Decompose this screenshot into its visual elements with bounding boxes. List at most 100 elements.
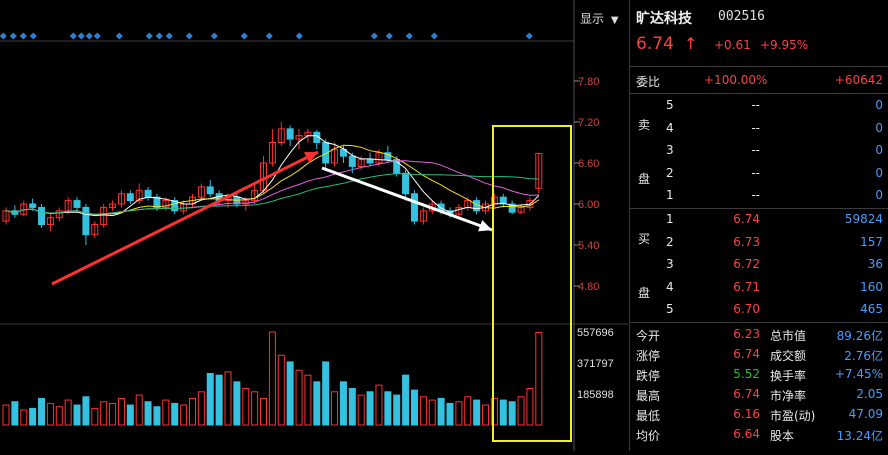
chevron-down-icon: ▼ [610, 15, 619, 26]
stat-label: 涨停 [636, 349, 661, 363]
volume-bar [286, 361, 294, 426]
candle-body [499, 196, 507, 205]
ma30-line [5, 173, 539, 215]
candle-body [153, 196, 161, 208]
volume-bar [268, 331, 276, 426]
stat-label: 均价 [636, 429, 661, 443]
candle-body [277, 128, 285, 143]
stat-value: 6.64 [733, 427, 760, 441]
candle-body [171, 200, 179, 212]
level-number: 4 [666, 279, 674, 294]
volume-bar [91, 407, 99, 426]
volume-bar [455, 401, 463, 426]
level-number: 1 [666, 212, 674, 226]
volume-bar [295, 369, 303, 426]
order-price: 6.71 [733, 279, 760, 294]
level-number: 5 [666, 302, 674, 316]
volume-bar [410, 389, 418, 426]
stats-row: 涨停 6.74 成交额 2.76亿 [630, 347, 888, 363]
order-book-row: 3 6.72 36 [630, 257, 888, 273]
event-marker-icon [85, 32, 93, 40]
stat-label: 最低 [636, 409, 661, 423]
volume-bar [313, 381, 321, 426]
volume-bar [384, 391, 392, 426]
display-menu-button[interactable]: 显示 ▼ [580, 10, 619, 27]
order-book-row: 1 -- 0 [630, 188, 888, 204]
stock-name: 旷达科技 [636, 11, 692, 27]
order-volume: 157 [860, 234, 883, 249]
volume-bar [508, 401, 516, 426]
candle-body [535, 152, 543, 189]
candle-body [117, 193, 125, 205]
kline-svg[interactable]: 7.80 7.20 6.60 6.00 5.40 4.80 557696 371797 1858… [0, 0, 628, 451]
candle-body [366, 159, 374, 164]
up-arrow-icon: ↑ [684, 34, 698, 53]
price-change-pct: +9.95% [760, 38, 809, 52]
volume-bar [535, 331, 543, 426]
volume-bar [277, 354, 285, 426]
order-price: -- [751, 120, 760, 135]
candle-body [197, 186, 205, 198]
volume-bar [197, 391, 205, 426]
kline-chart[interactable]: 7.80 7.20 6.60 6.00 5.40 4.80 557696 371797 1858… [0, 0, 628, 451]
level-number: 3 [666, 257, 674, 271]
volume-bar [526, 387, 534, 426]
stat-label: 今开 [636, 329, 661, 343]
candle-body [242, 200, 250, 205]
event-marker-icon [210, 32, 218, 40]
event-marker-icon [430, 32, 438, 40]
candle-body [348, 155, 356, 167]
order-ratio-row: 委比 +100.00% +60642 [630, 73, 888, 89]
volume-bar [38, 397, 46, 426]
volume-bar [304, 374, 312, 426]
last-price: 6.74 [636, 34, 674, 54]
divider [630, 93, 888, 94]
candle-body [206, 186, 214, 195]
stat-label: 跌停 [636, 369, 661, 383]
order-price: -- [751, 98, 760, 112]
candle-body [295, 135, 303, 140]
candle-body [410, 193, 418, 222]
stat-label: 市盈(动) [770, 409, 816, 423]
event-marker-icon [370, 32, 378, 40]
volume-bar [82, 396, 90, 426]
stat-value: 6.23 [733, 327, 760, 341]
volume-bar [260, 397, 268, 426]
volume-bar [144, 401, 152, 426]
volume-bar [393, 394, 401, 426]
volume-bar [46, 402, 54, 426]
volume-bar [64, 399, 72, 426]
volume-bar [224, 371, 232, 426]
event-marker-icon [265, 32, 273, 40]
level-number: 2 [666, 165, 674, 180]
volume-bar [20, 409, 28, 426]
candle-body [268, 142, 276, 164]
volume-bar [339, 381, 347, 426]
event-marker-icon [115, 32, 123, 40]
display-label: 显示 [580, 12, 605, 26]
price-change: +0.61 [714, 38, 751, 52]
volume-bar [366, 391, 374, 426]
candle-body [419, 210, 427, 222]
price-row: 6.74 ↑ +0.61 +9.95% [630, 34, 888, 56]
price-axis-label: 7.20 [578, 117, 599, 129]
event-marker-icon [405, 32, 413, 40]
stat-label: 换手率 [770, 369, 807, 383]
volume-bar [215, 374, 223, 426]
volume-axis-label: 371797 [577, 358, 614, 370]
volume-bar [73, 404, 81, 426]
stat-value: 47.09 [848, 407, 883, 421]
candle-body [508, 203, 516, 213]
event-marker-icon [0, 32, 7, 40]
volume-bar [171, 402, 179, 426]
ma5-line [5, 135, 540, 217]
volume-bar [180, 404, 188, 426]
stat-label: 成交额 [770, 349, 807, 363]
stat-value: +7.45% [834, 367, 883, 381]
divider [630, 322, 888, 323]
quote-panel: 旷达科技 002516 6.74 ↑ +0.61 +9.95% 委比 +100.… [629, 0, 888, 451]
candle-body [357, 159, 365, 167]
order-book-row: 4 -- 0 [630, 121, 888, 137]
volume-bar [117, 397, 125, 426]
divider [630, 66, 888, 67]
